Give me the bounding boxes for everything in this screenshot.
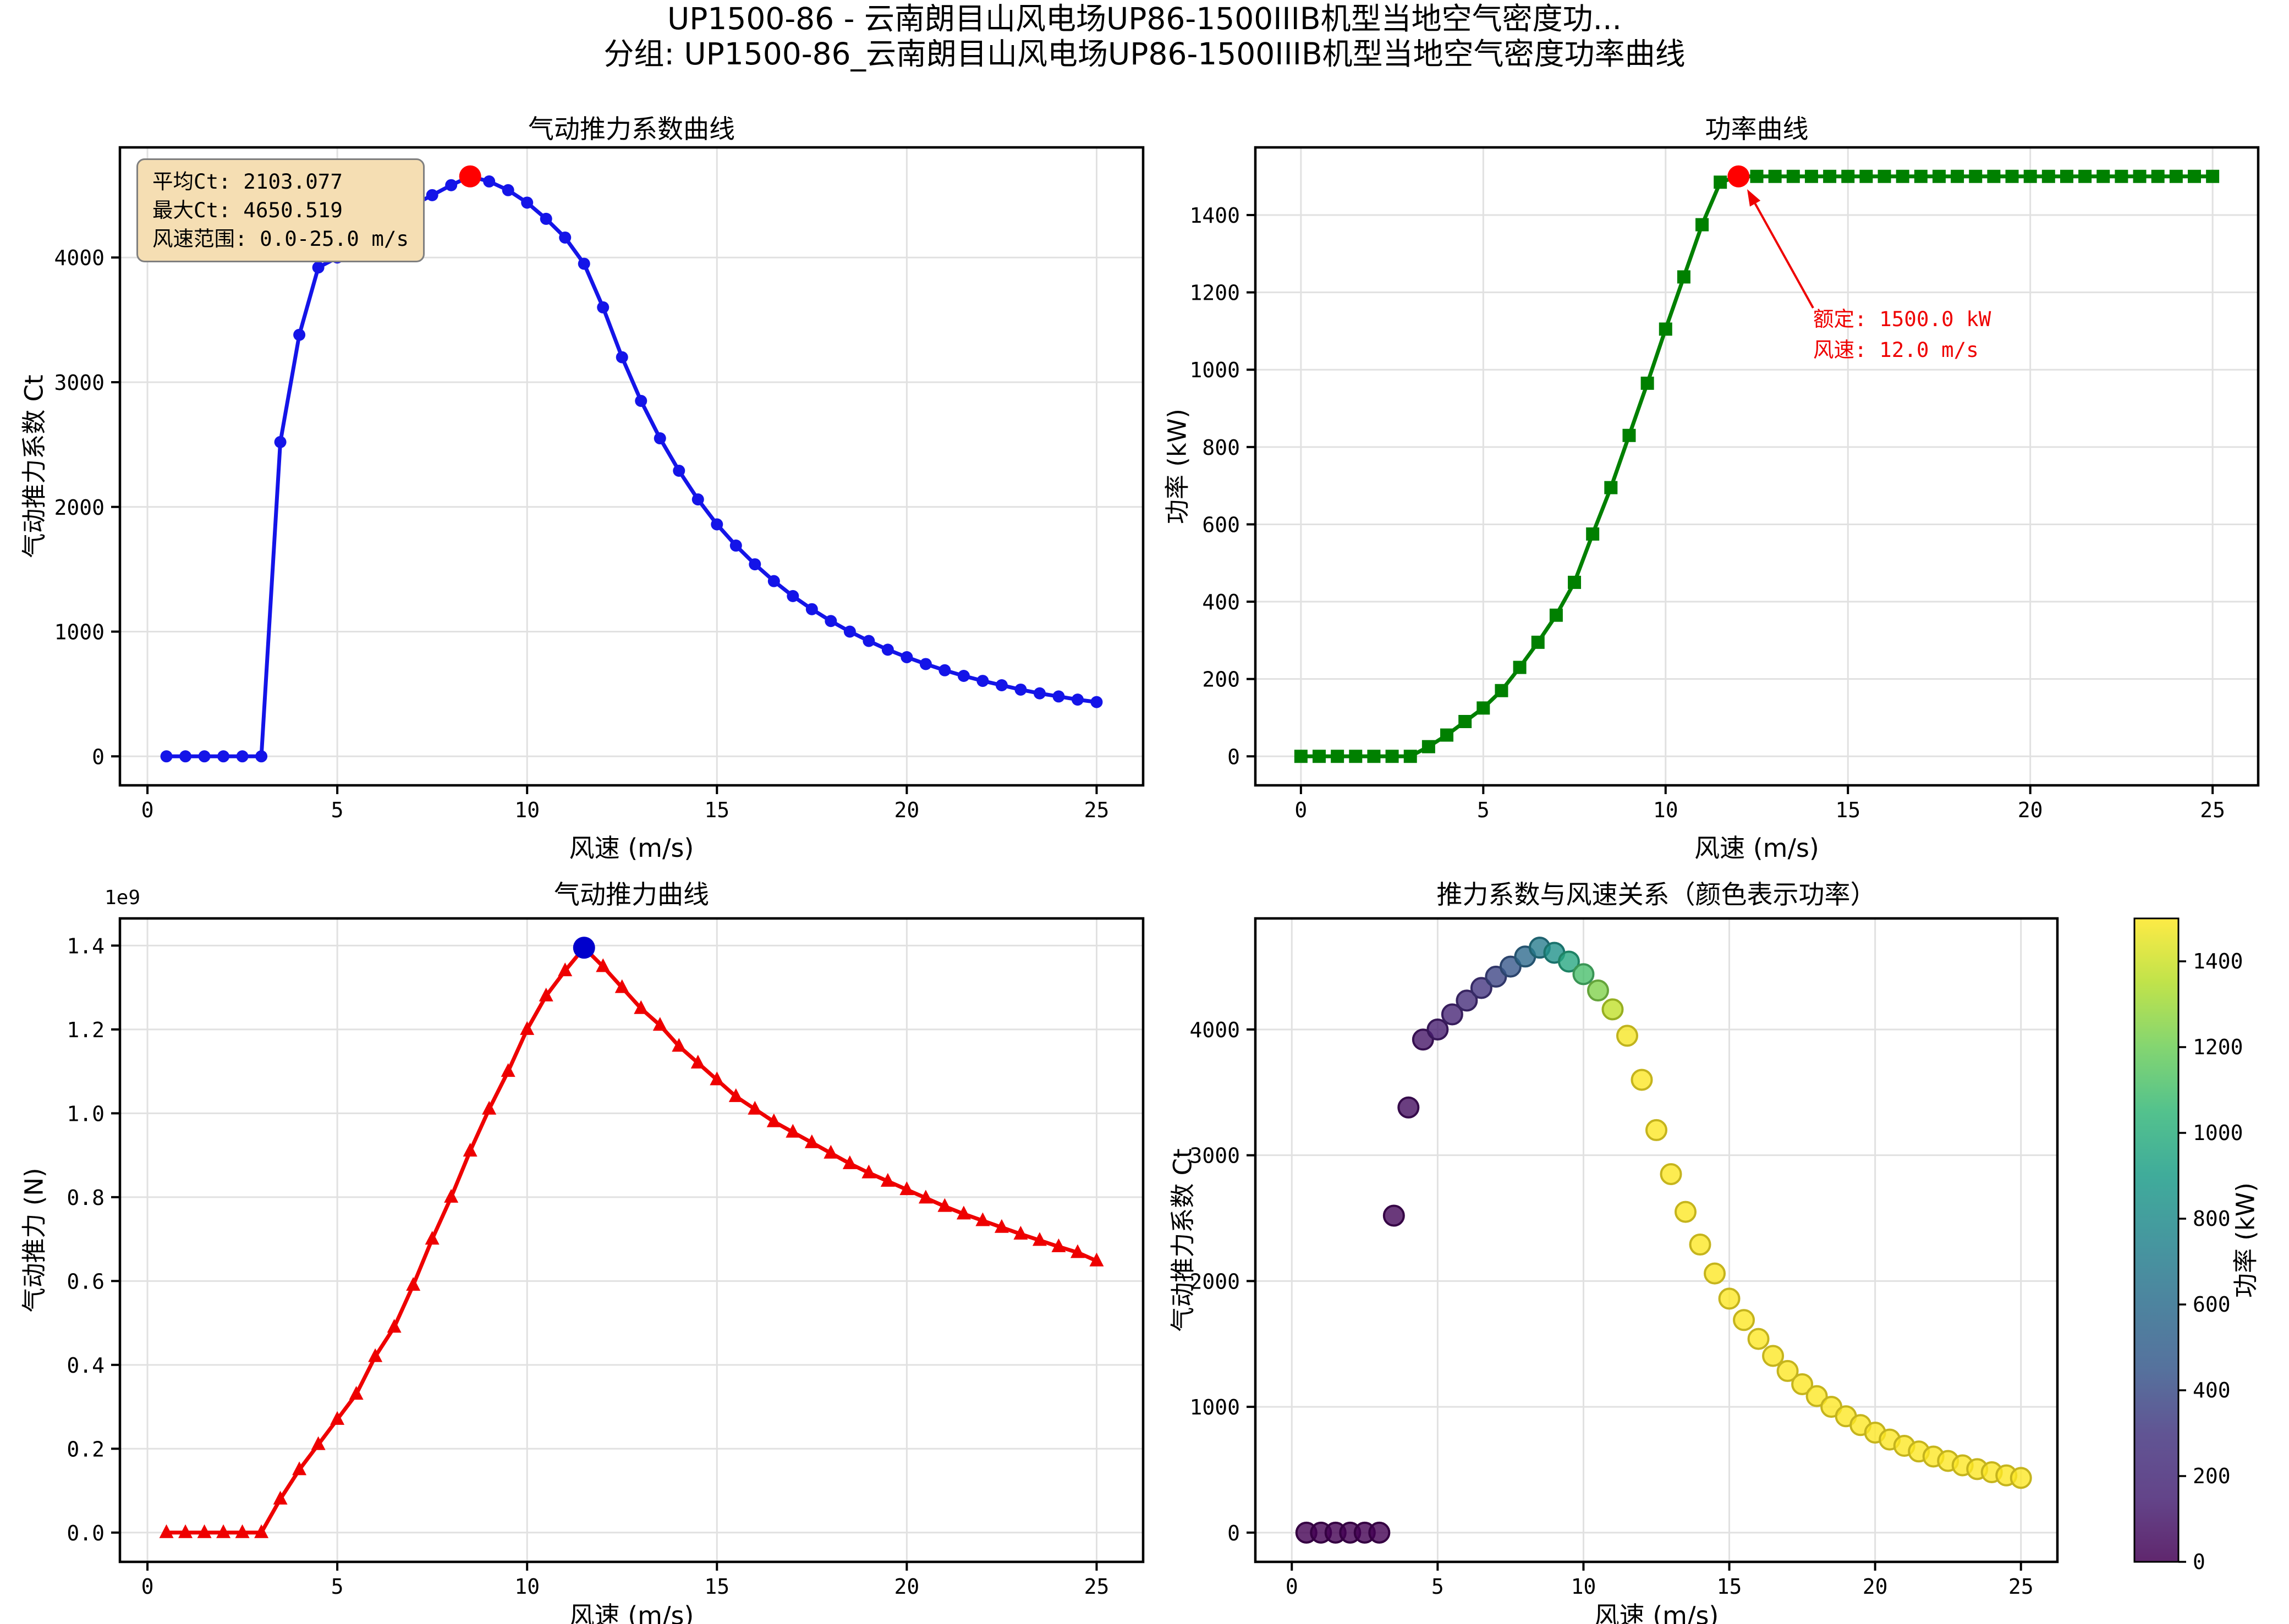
svg-text:10: 10: [1571, 1575, 1596, 1599]
rated-power-callout: 额定: 1500.0 kW 风速: 12.0 m/s: [1813, 304, 1991, 366]
power-curve-xlabel: 风速 (m/s): [1694, 833, 1819, 863]
ct-curve-plot: 0 5 10 15 20 25 0 1000 2000 3000 4000: [54, 146, 1145, 822]
svg-text:1000: 1000: [1189, 1395, 1240, 1419]
figure-title-line2: 分组: UP1500-86_云南朗目山风电场UP86-1500IIIB机型当地空…: [603, 36, 1686, 71]
thrust-axis-exponent-label: 1e9: [105, 887, 141, 909]
svg-text:0: 0: [2193, 1550, 2205, 1574]
ct-stats-max: 最大Ct: 4650.519: [152, 197, 343, 222]
svg-text:1.0: 1.0: [67, 1102, 105, 1126]
svg-text:0.2: 0.2: [67, 1437, 105, 1461]
svg-text:0: 0: [1286, 1575, 1298, 1599]
svg-text:1200: 1200: [2193, 1035, 2243, 1059]
svg-text:2000: 2000: [1189, 1269, 1240, 1293]
svg-text:0: 0: [141, 798, 154, 822]
ct-power-scatter-plot: 0 5 10 15 20 25 0 1000 2000 3000 4000 0 200 400 600 800…: [1189, 917, 2243, 1599]
svg-text:15: 15: [704, 798, 729, 822]
svg-text:600: 600: [1202, 513, 1240, 537]
ct-stats-box: 平均Ct: 2103.077 最大Ct: 4650.519 风速范围: 0.0-…: [136, 158, 425, 263]
svg-text:25: 25: [2008, 1575, 2034, 1599]
thrust-curve-xlabel: 风速 (m/s): [569, 1601, 694, 1624]
svg-text:1.2: 1.2: [67, 1018, 105, 1042]
colorbar-label: 功率 (kW): [2231, 1182, 2260, 1298]
svg-text:4000: 4000: [54, 246, 105, 270]
svg-text:400: 400: [2193, 1378, 2231, 1402]
svg-text:15: 15: [1717, 1575, 1742, 1599]
svg-text:5: 5: [331, 1575, 344, 1599]
svg-text:800: 800: [2193, 1207, 2231, 1231]
power-curve-plot: 0 5 10 15 20 25 0 200 400 600 800 1000 1200 1400: [1189, 146, 2260, 822]
svg-text:0.0: 0.0: [67, 1521, 105, 1545]
svg-text:600: 600: [2193, 1292, 2231, 1317]
svg-text:0: 0: [92, 745, 105, 769]
svg-text:1.4: 1.4: [67, 934, 105, 958]
svg-text:0.6: 0.6: [67, 1269, 105, 1293]
thrust-curve-title: 气动推力曲线: [554, 880, 709, 910]
ct-curve-xlabel: 风速 (m/s): [569, 833, 694, 863]
svg-text:20: 20: [894, 798, 919, 822]
figure-title-line1: UP1500-86 - 云南朗目山风电场UP86-1500IIIB机型当地空气密…: [667, 1, 1622, 36]
ct-power-scatter-ylabel: 气动推力系数 Ct: [1168, 1148, 1198, 1332]
svg-text:1000: 1000: [2193, 1121, 2243, 1145]
svg-text:0: 0: [1294, 798, 1307, 822]
svg-text:3000: 3000: [54, 371, 105, 395]
svg-text:0: 0: [141, 1575, 154, 1599]
svg-text:25: 25: [2200, 798, 2225, 822]
rated-speed-line: 风速: 12.0 m/s: [1813, 338, 1979, 362]
svg-text:2000: 2000: [54, 496, 105, 520]
svg-text:400: 400: [1202, 590, 1240, 614]
svg-text:10: 10: [514, 798, 540, 822]
power-curve-ylabel: 功率 (kW): [1162, 409, 1192, 524]
svg-text:10: 10: [1653, 798, 1678, 822]
ct-power-scatter-xlabel: 风速 (m/s): [1594, 1601, 1719, 1624]
svg-text:0: 0: [1227, 745, 1240, 769]
svg-text:10: 10: [514, 1575, 540, 1599]
svg-text:1400: 1400: [1189, 203, 1240, 228]
svg-text:5: 5: [331, 798, 344, 822]
ct-power-scatter-title: 推力系数与风速关系（颜色表示功率）: [1436, 880, 1876, 910]
ct-curve-ylabel: 气动推力系数 Ct: [19, 375, 49, 558]
svg-text:5: 5: [1477, 798, 1490, 822]
svg-text:15: 15: [1835, 798, 1860, 822]
thrust-curve-ylabel: 气动推力 (N): [19, 1168, 49, 1313]
svg-text:1000: 1000: [1189, 358, 1240, 382]
ct-curve-title: 气动推力系数曲线: [528, 114, 735, 145]
svg-text:3000: 3000: [1189, 1144, 1240, 1168]
power-curve-title: 功率曲线: [1705, 114, 1809, 145]
svg-text:200: 200: [1202, 668, 1240, 692]
svg-text:1200: 1200: [1189, 281, 1240, 305]
ct-stats-range: 风速范围: 0.0-25.0 m/s: [152, 226, 409, 251]
svg-text:1000: 1000: [54, 620, 105, 645]
svg-text:0.4: 0.4: [67, 1353, 105, 1378]
rated-power-line: 额定: 1500.0 kW: [1813, 307, 1991, 331]
svg-text:5: 5: [1431, 1575, 1444, 1599]
svg-text:25: 25: [1084, 1575, 1110, 1599]
svg-text:0: 0: [1227, 1521, 1240, 1545]
svg-text:800: 800: [1202, 436, 1240, 460]
svg-text:25: 25: [1084, 798, 1110, 822]
svg-text:0.8: 0.8: [67, 1186, 105, 1210]
svg-text:20: 20: [2018, 798, 2043, 822]
svg-text:15: 15: [704, 1575, 729, 1599]
thrust-curve-plot: 0 5 10 15 20 25 0.0 0.2 0.4 0.6 0.8 1.0 1.2 1.4: [67, 917, 1145, 1599]
ct-stats-mean: 平均Ct: 2103.077: [152, 169, 343, 194]
svg-text:20: 20: [1863, 1575, 1888, 1599]
svg-text:4000: 4000: [1189, 1018, 1240, 1042]
svg-text:200: 200: [2193, 1464, 2231, 1488]
svg-text:20: 20: [894, 1575, 919, 1599]
svg-text:1400: 1400: [2193, 949, 2243, 973]
